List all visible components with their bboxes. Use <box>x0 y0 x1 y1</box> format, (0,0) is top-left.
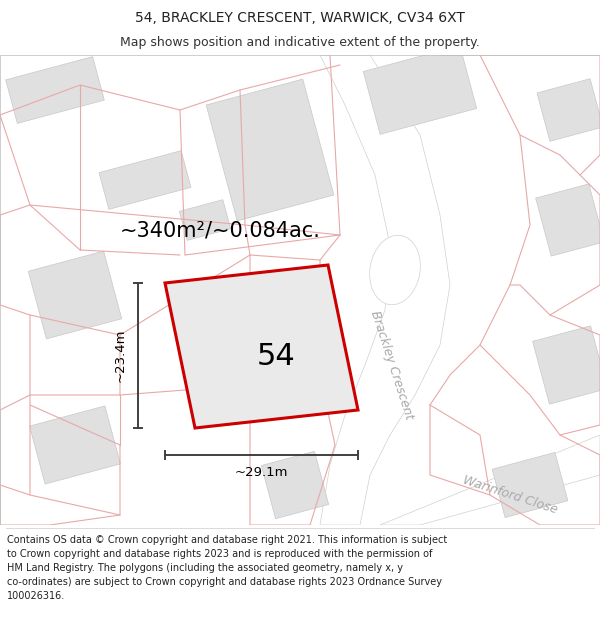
Polygon shape <box>99 151 191 209</box>
Polygon shape <box>537 79 600 141</box>
Polygon shape <box>363 46 477 134</box>
Text: Warinford Close: Warinford Close <box>461 474 559 516</box>
Text: Brackley Crescent: Brackley Crescent <box>368 309 416 421</box>
Polygon shape <box>320 55 450 525</box>
Polygon shape <box>28 251 122 339</box>
Polygon shape <box>29 406 121 484</box>
Ellipse shape <box>370 235 421 305</box>
Text: 54: 54 <box>257 342 296 371</box>
Text: ~23.4m: ~23.4m <box>113 329 127 382</box>
Text: Map shows position and indicative extent of the property.: Map shows position and indicative extent… <box>120 36 480 49</box>
Polygon shape <box>380 435 600 525</box>
Text: ~29.1m: ~29.1m <box>235 466 288 479</box>
Polygon shape <box>262 451 329 519</box>
Polygon shape <box>179 200 230 240</box>
Polygon shape <box>165 265 358 428</box>
Text: 54, BRACKLEY CRESCENT, WARWICK, CV34 6XT: 54, BRACKLEY CRESCENT, WARWICK, CV34 6XT <box>135 11 465 24</box>
Polygon shape <box>533 326 600 404</box>
Text: ~340m²/~0.084ac.: ~340m²/~0.084ac. <box>119 220 320 240</box>
Text: Contains OS data © Crown copyright and database right 2021. This information is : Contains OS data © Crown copyright and d… <box>7 535 448 601</box>
Polygon shape <box>242 279 318 381</box>
Polygon shape <box>536 184 600 256</box>
Polygon shape <box>492 452 568 518</box>
Polygon shape <box>206 79 334 221</box>
Polygon shape <box>6 57 104 123</box>
